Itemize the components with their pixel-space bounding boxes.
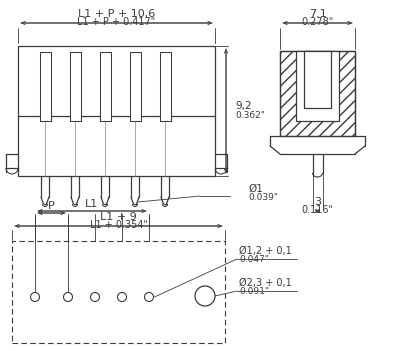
- Bar: [40, 52, 50, 121]
- Bar: [70, 52, 80, 121]
- Text: 9,2: 9,2: [235, 101, 252, 111]
- Text: Ø1: Ø1: [248, 184, 263, 194]
- Bar: [304, 51, 331, 108]
- Text: 3: 3: [314, 197, 321, 207]
- Bar: [280, 51, 355, 136]
- Text: 0.091": 0.091": [239, 287, 269, 297]
- Text: Ø1,2 + 0,1: Ø1,2 + 0,1: [239, 246, 292, 256]
- Text: 0.039": 0.039": [248, 192, 278, 201]
- Text: Ø2,3 + 0,1: Ø2,3 + 0,1: [239, 278, 292, 288]
- Bar: [18, 46, 215, 176]
- Text: 7.1: 7.1: [309, 9, 326, 19]
- Text: 0.278": 0.278": [301, 17, 334, 27]
- Bar: [130, 52, 140, 121]
- Text: P: P: [48, 201, 55, 211]
- Text: L1 + 0.354": L1 + 0.354": [90, 220, 148, 230]
- Text: L1 + P + 10,6: L1 + P + 10,6: [78, 9, 155, 19]
- Text: 0.116": 0.116": [302, 205, 334, 215]
- Text: 0.362": 0.362": [235, 112, 265, 120]
- Bar: [12, 241, 225, 343]
- Bar: [100, 52, 110, 121]
- Text: L1 + 9: L1 + 9: [100, 212, 137, 222]
- Bar: [160, 52, 170, 121]
- Bar: [296, 51, 339, 121]
- Text: L1 + P + 0.417": L1 + P + 0.417": [77, 17, 156, 27]
- Text: 0.047": 0.047": [239, 256, 269, 265]
- Text: L1: L1: [85, 199, 99, 209]
